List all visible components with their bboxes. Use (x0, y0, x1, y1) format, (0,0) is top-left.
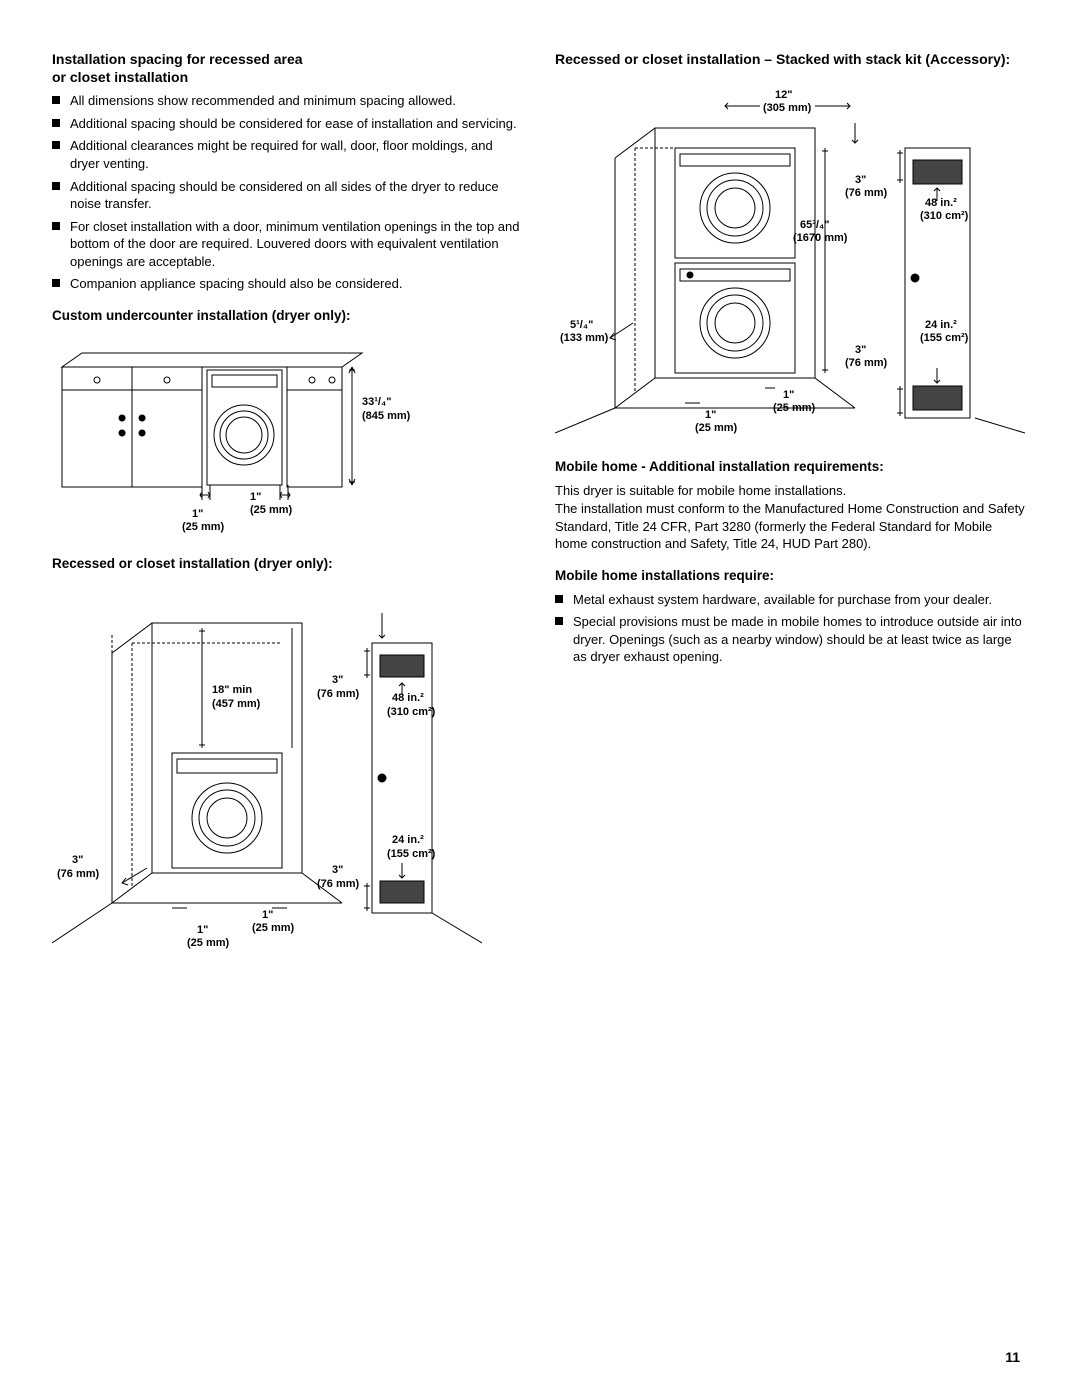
svg-text:(25 mm): (25 mm) (695, 422, 738, 434)
svg-text:(25 mm): (25 mm) (187, 937, 230, 949)
svg-text:3": 3" (855, 344, 866, 356)
svg-text:12": 12" (775, 89, 792, 101)
svg-text:(76 mm): (76 mm) (57, 868, 100, 880)
svg-text:(76 mm): (76 mm) (317, 878, 360, 890)
stacked-figure: 12" (305 mm) 65³/₄" (555, 78, 1028, 438)
left-heading: Installation spacing for recessed area o… (52, 50, 525, 86)
bullet-item: Special provisions must be made in mobil… (555, 613, 1028, 666)
mobile-home-heading: Mobile home - Additional installation re… (555, 458, 1028, 476)
recessed-figure: 18" min (457 mm) 3" (76 mm) 48 in.² (310… (52, 583, 525, 953)
svg-text:1": 1" (705, 409, 716, 421)
svg-text:1": 1" (192, 508, 203, 520)
svg-text:48 in.²: 48 in.² (925, 197, 957, 209)
left-column: Installation spacing for recessed area o… (52, 50, 525, 973)
stacked-heading: Recessed or closet installation – Stacke… (555, 50, 1028, 68)
svg-text:(305 mm): (305 mm) (763, 102, 812, 114)
svg-text:3": 3" (855, 174, 866, 186)
undercounter-heading: Custom undercounter installation (dryer … (52, 307, 525, 325)
svg-text:(25 mm): (25 mm) (773, 402, 816, 414)
svg-text:(76 mm): (76 mm) (845, 357, 888, 369)
svg-text:(76 mm): (76 mm) (845, 187, 888, 199)
svg-text:18" min: 18" min (212, 684, 252, 696)
svg-text:(155 cm²): (155 cm²) (387, 848, 436, 860)
svg-text:24 in.²: 24 in.² (925, 319, 957, 331)
svg-text:1": 1" (197, 924, 208, 936)
recessed-heading: Recessed or closet installation (dryer o… (52, 555, 525, 573)
undercounter-figure: 33¹/₄" (845 mm) 1" (25 mm) 1" (25 mm) (52, 335, 525, 535)
svg-text:24 in.²: 24 in.² (392, 834, 424, 846)
bullet-item: Metal exhaust system hardware, available… (555, 591, 1028, 609)
bullet-item: Companion appliance spacing should also … (52, 275, 525, 293)
bullet-item: Additional spacing should be considered … (52, 115, 525, 133)
svg-text:(155 cm²): (155 cm²) (920, 332, 969, 344)
svg-text:1": 1" (783, 389, 794, 401)
svg-text:(25 mm): (25 mm) (252, 922, 295, 934)
svg-text:(457 mm): (457 mm) (212, 698, 261, 710)
bullet-item: Additional spacing should be considered … (52, 178, 525, 213)
mobile-req-heading: Mobile home installations require: (555, 567, 1028, 585)
svg-text:1": 1" (262, 909, 273, 921)
svg-text:3": 3" (332, 864, 343, 876)
svg-text:(133 mm): (133 mm) (560, 332, 609, 344)
bullet-item: All dimensions show recommended and mini… (52, 92, 525, 110)
right-column: Recessed or closet installation – Stacke… (555, 50, 1028, 973)
mobile-bullet-list: Metal exhaust system hardware, available… (555, 591, 1028, 666)
bullet-item: Additional clearances might be required … (52, 137, 525, 172)
svg-text:(76 mm): (76 mm) (317, 688, 360, 700)
svg-text:(310 cm²): (310 cm²) (387, 706, 436, 718)
svg-text:(845 mm): (845 mm) (362, 410, 411, 422)
svg-text:(25 mm): (25 mm) (250, 504, 293, 516)
svg-text:(25 mm): (25 mm) (182, 521, 225, 533)
svg-text:(1670 mm): (1670 mm) (793, 232, 848, 244)
svg-text:48 in.²: 48 in.² (392, 692, 424, 704)
page-number: 11 (1005, 1348, 1020, 1367)
svg-text:(310 cm²): (310 cm²) (920, 210, 969, 222)
spacing-bullet-list: All dimensions show recommended and mini… (52, 92, 525, 292)
svg-text:3": 3" (72, 854, 83, 866)
svg-text:33¹/₄": 33¹/₄" (362, 396, 391, 408)
svg-text:65³/₄": 65³/₄" (800, 219, 829, 231)
mobile-home-paragraph: This dryer is suitable for mobile home i… (555, 482, 1028, 552)
svg-text:3": 3" (332, 674, 343, 686)
bullet-item: For closet installation with a door, min… (52, 218, 525, 271)
svg-text:1": 1" (250, 491, 261, 503)
svg-text:5¹/₄": 5¹/₄" (570, 319, 593, 331)
